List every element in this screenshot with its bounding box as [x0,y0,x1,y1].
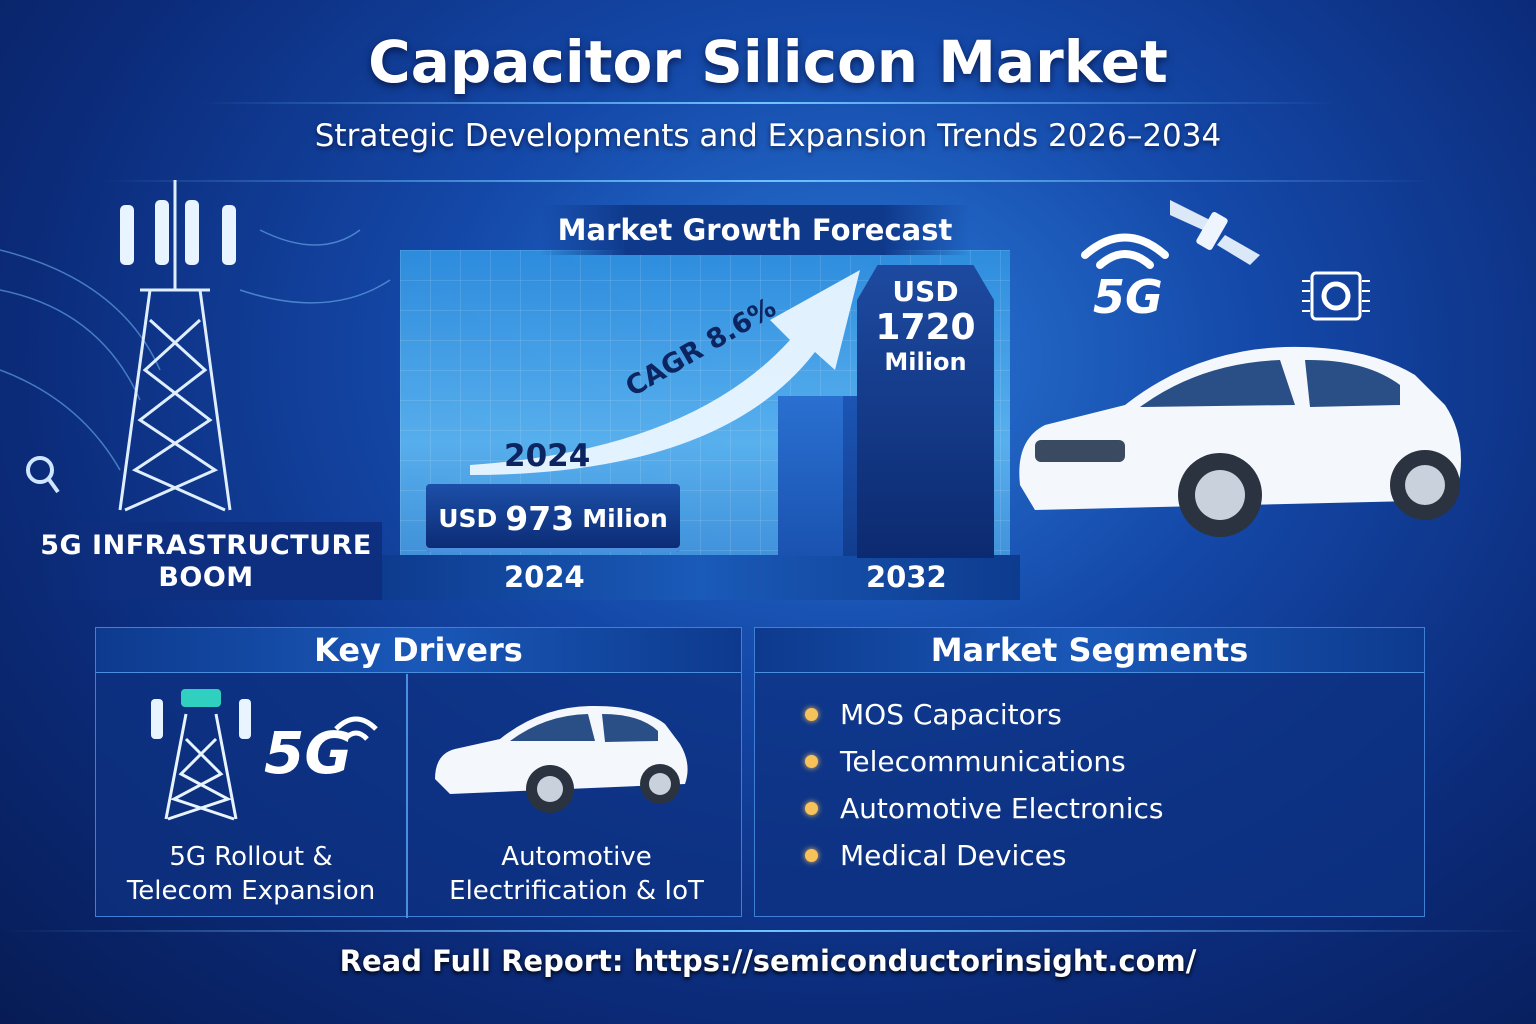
chart-base [380,555,1020,600]
segment-label: Medical Devices [840,839,1067,872]
segment-label: Automotive Electronics [840,792,1164,825]
cell-tower-icon [151,689,251,821]
start-year-top: 2024 [504,438,591,474]
5g-badge: 5G [1093,270,1163,324]
x-label-2024: 2024 [504,560,585,594]
market-segments-heading: Market Segments [755,628,1424,673]
bar-2032-label: USD 1720 Milion [857,275,994,376]
growth-arrow-icon [470,270,860,475]
car-icon [435,705,688,813]
caption-line2: Electrification & IoT [449,876,704,906]
divider [100,180,1436,182]
bar-2032-front [778,396,848,556]
bullet-icon [805,802,818,815]
driver-automotive-caption: Automotive Electrification & IoT [410,840,743,908]
forecast-heading: Market Growth Forecast [540,205,970,255]
bar-2024: USD 973 Milion [426,484,680,552]
driver-5g: 5G 5G Rollout & Telecom Expansion [96,674,408,918]
page-subtitle: Strategic Developments and Expansion Tre… [314,118,1222,154]
bullet-icon [805,708,818,721]
segment-item: Automotive Electronics [755,785,1424,832]
market-segments-panel: Market Segments MOS Capacitors Telecommu… [754,627,1425,917]
driver-5g-caption: 5G Rollout & Telecom Expansion [96,840,406,908]
banner-line2: BOOM [158,562,254,593]
bar-2032-value: 1720 [875,307,976,348]
segment-item: Medical Devices [755,832,1424,879]
key-drivers-heading: Key Drivers [96,628,741,673]
footer: Read Full Report: https://semiconductori… [0,944,1536,978]
chip-icon [1302,271,1370,321]
segment-label: MOS Capacitors [840,698,1062,731]
segment-label: Telecommunications [840,745,1126,778]
driver-5g-badge: 5G [264,719,352,787]
bar-2024-prefix: USD [438,503,498,533]
divider [200,102,1336,104]
bar-2032 [857,265,994,558]
caption-line1: 5G Rollout & [169,842,333,872]
page-title: Capacitor Silicon Market [368,28,1168,96]
segment-item: MOS Capacitors [755,691,1424,738]
bar-2032-prefix: USD [892,275,959,308]
x-label-2032: 2032 [866,560,947,594]
satellite-icon [1170,200,1260,265]
bar-2024-unit: Milion [582,503,668,533]
banner-line1: 5G INFRASTRUCTURE [40,530,372,561]
bullet-icon [805,755,818,768]
divider [0,930,1536,932]
bullet-icon [805,849,818,862]
driver-automotive: Automotive Electrification & IoT [410,674,743,918]
car-icon [1019,346,1461,537]
segment-item: Telecommunications [755,738,1424,785]
5g-wifi-icon [1081,233,1169,269]
bar-2032-unit: Milion [884,348,967,376]
key-drivers-panel: Key Drivers 5G 5G Rollout & Telecom Expa… [95,627,743,918]
cell-tower-icon [0,180,391,512]
report-link[interactable]: https://semiconductorinsight.com/ [633,944,1197,978]
footer-label: Read Full Report: [339,944,624,978]
infrastructure-banner: 5G INFRASTRUCTURE BOOM [30,522,382,600]
segment-list: MOS Capacitors Telecommunications Automo… [755,673,1424,879]
caption-line2: Telecom Expansion [126,876,376,906]
wifi-icon [334,716,378,741]
bar-2024-value: 973 [505,498,575,538]
caption-line1: Automotive [501,842,652,872]
